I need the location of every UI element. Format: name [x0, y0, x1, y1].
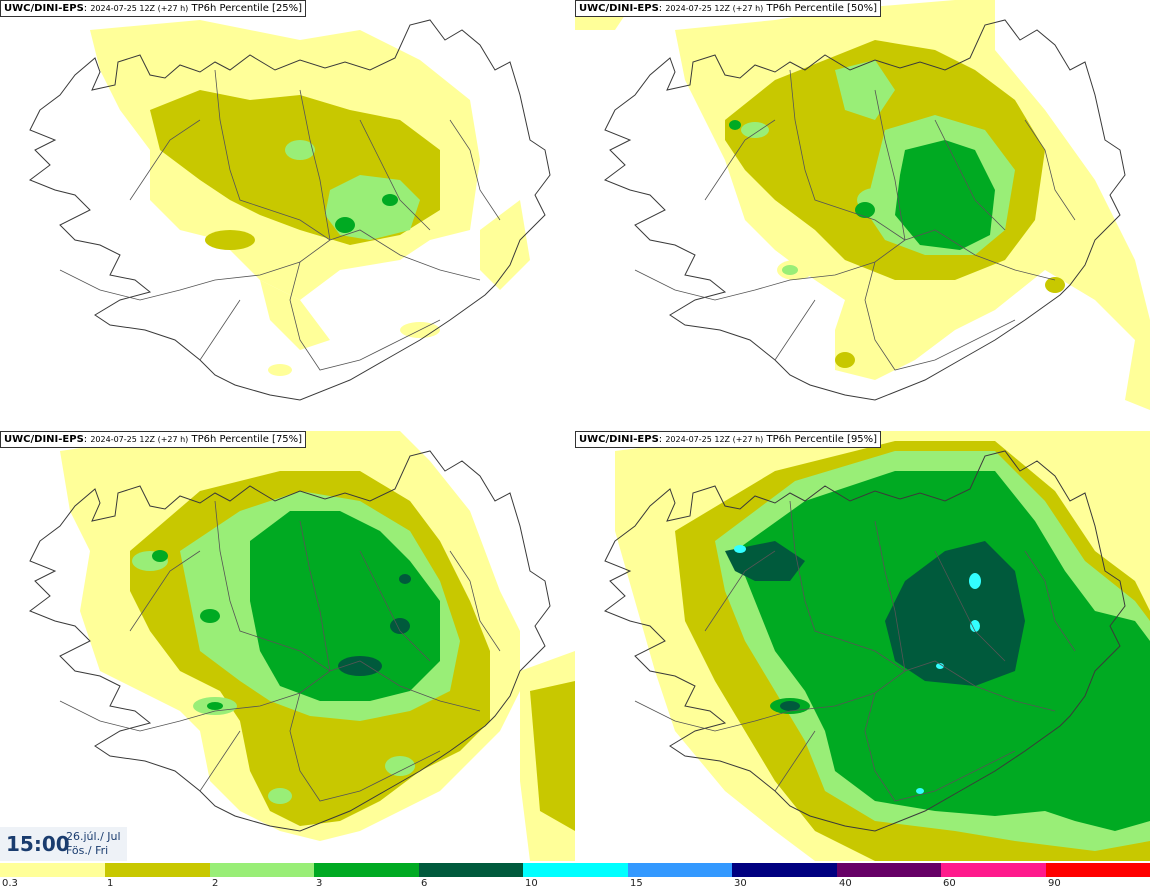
- field-name: TP6h Percentile: [191, 3, 269, 14]
- precip-map-95: [604, 431, 1150, 861]
- valid-date: 26.júl./ Jul Fös./ Fri: [66, 830, 121, 858]
- model-name: UWC/DINI-EPS: [4, 3, 84, 14]
- map-panel-25: UWC/DINI-EPS: 2024-07-25 12Z (+27 h) TP6…: [0, 0, 575, 430]
- map-panel-50: UWC/DINI-EPS: 2024-07-25 12Z (+27 h) TP6…: [575, 0, 1150, 430]
- scale-tick-label: 15: [630, 878, 643, 889]
- scale-swatch: [419, 863, 523, 877]
- map-panel-95: UWC/DINI-EPS: 2024-07-25 12Z (+27 h) TP6…: [575, 431, 1150, 861]
- valid-date-line2: Fös./ Fri: [66, 844, 109, 857]
- percentile: [50%]: [847, 3, 878, 14]
- scale-tick-label: 10: [525, 878, 538, 889]
- valid-time: 15:00: [6, 832, 70, 856]
- scale-swatch: [837, 863, 941, 877]
- scale-tick-label: 6: [421, 878, 428, 889]
- color-scale-legend: 0.3 1 2 3 6 10 15 30 40 60 90: [0, 861, 1150, 891]
- panel-title: UWC/DINI-EPS: 2024-07-25 12Z (+27 h) TP6…: [0, 0, 307, 17]
- panel-title: UWC/DINI-EPS: 2024-07-25 12Z (+27 h) TP6…: [575, 0, 882, 17]
- scale-tick-label: 90: [1048, 878, 1061, 889]
- precip-map-25: [29, 19, 551, 401]
- scale-swatch: [1046, 863, 1150, 877]
- scale-tick-label: 60: [943, 878, 956, 889]
- scale-swatch: [0, 863, 105, 877]
- field-name: TP6h Percentile: [766, 434, 844, 445]
- field-name: TP6h Percentile: [191, 434, 269, 445]
- scale-swatch: [210, 863, 314, 877]
- scale-swatch: [732, 863, 837, 877]
- run-time: 2024-07-25 12Z (+27 h): [90, 4, 189, 13]
- run-time: 2024-07-25 12Z (+27 h): [90, 435, 189, 444]
- run-time: 2024-07-25 12Z (+27 h): [665, 435, 764, 444]
- percentile: [75%]: [272, 434, 303, 445]
- scale-tick-label: 1: [107, 878, 114, 889]
- scale-swatch: [628, 863, 732, 877]
- scale-tick-label: 2: [212, 878, 219, 889]
- valid-date-line1: 26.júl./ Jul: [66, 830, 121, 843]
- valid-time-box: 15:00 26.júl./ Jul Fös./ Fri: [0, 827, 127, 861]
- model-name: UWC/DINI-EPS: [579, 3, 659, 14]
- percentile: [25%]: [272, 3, 303, 14]
- scale-tick-label: 40: [839, 878, 852, 889]
- scale-tick-label: 30: [734, 878, 747, 889]
- precip-map-75: [29, 431, 575, 861]
- scale-tick-label: 3: [316, 878, 323, 889]
- scale-swatch: [941, 863, 1046, 877]
- model-name: UWC/DINI-EPS: [579, 434, 659, 445]
- scale-swatch: [523, 863, 628, 877]
- model-name: UWC/DINI-EPS: [4, 434, 84, 445]
- scale-swatch: [105, 863, 210, 877]
- precip-map-50: [575, 0, 1150, 410]
- run-time: 2024-07-25 12Z (+27 h): [665, 4, 764, 13]
- panel-title: UWC/DINI-EPS: 2024-07-25 12Z (+27 h) TP6…: [575, 431, 882, 448]
- scale-tick-label: 0.3: [2, 878, 18, 889]
- map-panel-75: UWC/DINI-EPS: 2024-07-25 12Z (+27 h) TP6…: [0, 431, 575, 861]
- percentile: [95%]: [847, 434, 878, 445]
- panel-title: UWC/DINI-EPS: 2024-07-25 12Z (+27 h) TP6…: [0, 431, 307, 448]
- scale-swatch: [314, 863, 419, 877]
- field-name: TP6h Percentile: [766, 3, 844, 14]
